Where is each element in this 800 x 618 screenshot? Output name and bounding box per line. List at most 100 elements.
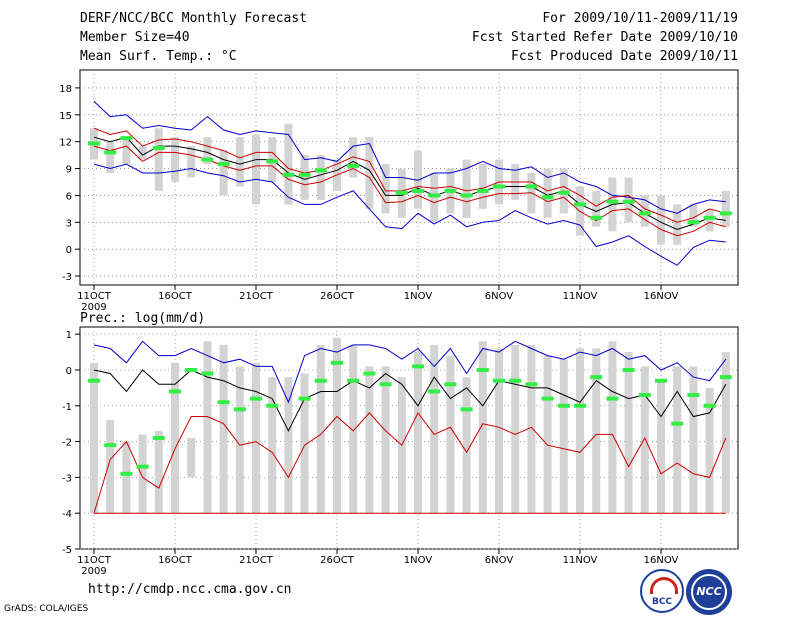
prec-ensemble-box	[430, 344, 439, 514]
temp-ytick-label: 9	[66, 165, 72, 176]
temp-ytick-label: -3	[62, 272, 72, 283]
precip-panel-title: Prec.: log(mm/d)	[80, 311, 206, 326]
forecast-period: For 2009/10/11-2009/11/19	[542, 11, 738, 26]
prec-observed-marker	[590, 375, 603, 380]
prec-ensemble-box	[673, 366, 682, 514]
prec-observed-marker	[233, 407, 246, 412]
prec-observed-marker	[655, 378, 667, 383]
temp-observed-marker	[152, 145, 165, 150]
prec-observed-marker	[541, 396, 554, 401]
temp-ensemble-box	[171, 137, 179, 182]
temp-ensemble-box	[689, 204, 698, 227]
temp-observed-marker	[217, 162, 230, 167]
prec-lower-line	[93, 411, 727, 514]
prec-observed-marker	[88, 378, 100, 383]
prec-ytick-label: 0	[66, 366, 72, 377]
temp-observed-marker	[541, 195, 554, 200]
prec-observed-marker	[185, 367, 198, 372]
temp-ensemble-box	[365, 137, 374, 209]
forecast-start-date: Fcst Started Refer Date 2009/10/10	[471, 30, 738, 45]
prec-ytick-label: 1	[66, 330, 72, 341]
prec-mean-line	[93, 369, 727, 432]
prec-observed-marker	[719, 375, 732, 380]
prec-ytick-label: -2	[62, 438, 72, 449]
temp-observed-marker	[282, 172, 295, 177]
temp-ensemble-box	[300, 155, 309, 200]
prec-ensemble-box	[381, 366, 390, 514]
temp-ensemble-box	[219, 150, 228, 196]
ncc-logo: NCC	[686, 569, 732, 615]
prec-ensemble-box	[333, 337, 341, 514]
prec-ensemble-box	[705, 387, 714, 514]
temp-observed-marker	[574, 202, 586, 207]
temp-observed-marker	[638, 211, 651, 216]
temp-year-label: 2009	[81, 302, 106, 313]
temp-ytick-label: 12	[59, 138, 72, 149]
temp-observed-marker	[476, 188, 489, 193]
temp-observed-marker	[266, 159, 279, 164]
prec-observed-marker	[428, 389, 441, 394]
temp-ensemble-box	[284, 123, 293, 205]
temp-ensemble-box	[316, 155, 325, 200]
prec-observed-marker	[314, 378, 327, 383]
prec-ensemble-box	[592, 348, 601, 514]
temp-ensemble-box	[235, 137, 244, 187]
prec-observed-marker	[574, 403, 586, 408]
prec-upper-line	[93, 340, 727, 404]
temp-xtick-label: 16OCT	[158, 291, 193, 302]
temp-ytick-label: 0	[66, 245, 72, 256]
prec-observed-marker	[363, 371, 376, 376]
temp-ensemble-box	[462, 159, 471, 218]
forecast-produced-date: Fcst Produced Date 2009/10/11	[511, 49, 738, 64]
temp-xtick-label: 6NOV	[485, 291, 514, 302]
prec-xtick-label: 26OCT	[320, 555, 355, 566]
prec-ensemble-box	[187, 438, 196, 478]
prec-ensemble-box	[721, 352, 730, 514]
prec-observed-marker	[687, 393, 700, 398]
prec-observed-marker	[460, 407, 473, 412]
prec-ensemble-box	[446, 355, 455, 514]
prec-ensemble-box	[543, 355, 552, 514]
temp-ensemble-box	[252, 134, 260, 205]
temp-observed-marker	[88, 141, 100, 146]
temp-ensemble-box	[478, 164, 487, 209]
prec-ensemble-box	[414, 352, 422, 514]
temp-observed-marker	[314, 168, 327, 173]
prec-observed-marker	[379, 382, 392, 387]
temp-observed-marker	[557, 190, 570, 195]
prec-ytick-label: -4	[62, 509, 72, 520]
prec-ensemble-box	[511, 344, 520, 514]
temp-ensemble-box	[203, 137, 212, 165]
prec-ensemble-box	[284, 377, 293, 514]
temp-ytick-label: 18	[59, 84, 72, 95]
prec-year-label: 2009	[81, 566, 106, 577]
prec-observed-marker	[444, 382, 457, 387]
source-url[interactable]: http://cmdp.ncc.cma.gov.cn	[88, 582, 292, 597]
prec-ensemble-box	[640, 366, 649, 514]
prec-ensemble-box	[268, 377, 277, 514]
temp-ensemble-box	[430, 173, 439, 223]
prec-xtick-label: 16NOV	[644, 555, 679, 566]
temp-observed-marker	[590, 215, 603, 220]
prec-ensemble-box	[90, 362, 98, 514]
prec-observed-marker	[671, 421, 684, 426]
temp-mean-line	[93, 136, 726, 231]
prec-ensemble-box	[495, 348, 503, 514]
member-size: Member Size=40	[80, 30, 190, 45]
prec-observed-marker	[347, 378, 360, 383]
prec-ensemble-box	[154, 430, 163, 514]
prec-observed-marker	[622, 367, 635, 372]
temp-observed-marker	[606, 199, 619, 204]
variable-label: Mean Surf. Temp.: °C	[80, 49, 237, 64]
prec-observed-marker	[217, 400, 230, 405]
temp-ensemble-box	[122, 137, 131, 165]
prec-ensemble-box	[106, 420, 115, 514]
temp-observed-marker	[719, 211, 732, 216]
temp-lower-line	[93, 163, 726, 266]
temp-observed-marker	[444, 188, 457, 193]
prec-ensemble-box	[171, 362, 179, 514]
temp-xtick-label: 21OCT	[239, 291, 274, 302]
prec-observed-marker	[703, 403, 716, 408]
temp-observed-marker	[347, 163, 360, 168]
temp-lower-sd-line	[93, 145, 726, 237]
